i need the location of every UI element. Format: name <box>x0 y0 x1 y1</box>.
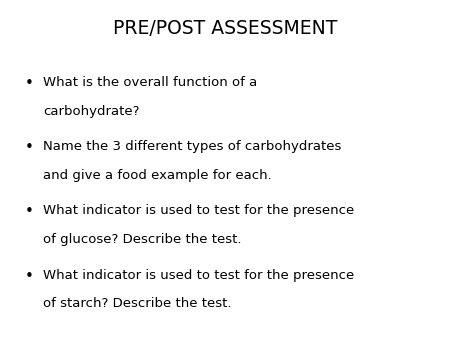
Text: PRE/POST ASSESSMENT: PRE/POST ASSESSMENT <box>113 19 337 38</box>
Text: Name the 3 different types of carbohydrates: Name the 3 different types of carbohydra… <box>43 140 341 153</box>
Text: What indicator is used to test for the presence: What indicator is used to test for the p… <box>43 204 354 217</box>
Text: What indicator is used to test for the presence: What indicator is used to test for the p… <box>43 269 354 282</box>
Text: •: • <box>25 76 34 91</box>
Text: •: • <box>25 269 34 284</box>
Text: What is the overall function of a: What is the overall function of a <box>43 76 257 89</box>
Text: carbohydrate?: carbohydrate? <box>43 105 139 118</box>
Text: •: • <box>25 140 34 155</box>
Text: •: • <box>25 204 34 219</box>
Text: of starch? Describe the test.: of starch? Describe the test. <box>43 297 231 310</box>
Text: of glucose? Describe the test.: of glucose? Describe the test. <box>43 233 241 246</box>
Text: and give a food example for each.: and give a food example for each. <box>43 169 271 182</box>
